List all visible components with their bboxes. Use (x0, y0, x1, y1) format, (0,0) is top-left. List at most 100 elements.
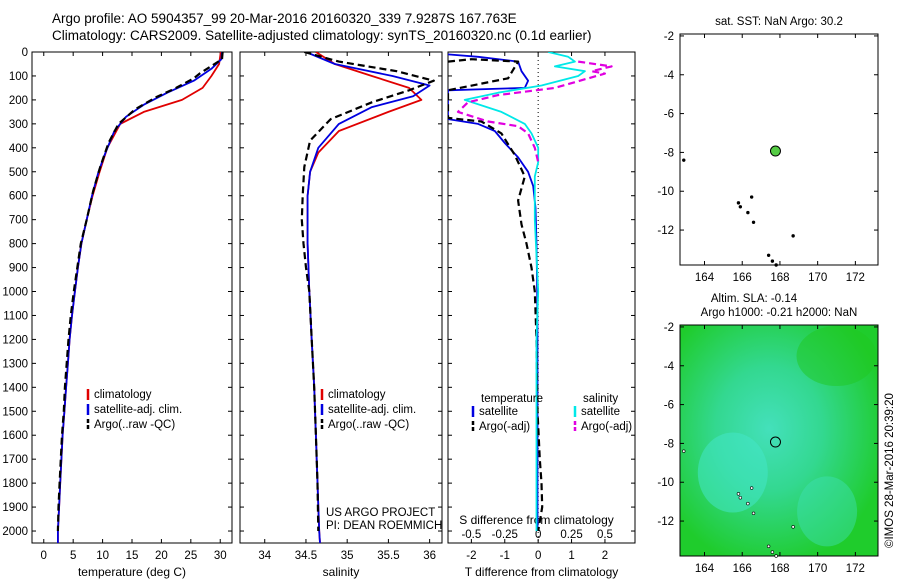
y-tick-label: 800 (9, 239, 28, 251)
map-y-tick-label: -12 (657, 516, 674, 528)
x-tick-label: 36 (423, 550, 436, 562)
project-annotation: US ARGO PROJECT (326, 507, 435, 519)
sst-map-panel: 164 166 168 170 172 -2 -4 -6 -8 -10 -12 sat. SST: N… (657, 16, 879, 284)
x-tick-label: 0 (41, 550, 47, 562)
map-y-tick-label: -10 (657, 186, 674, 198)
profile-panel-1: 0 5 10 15 20 25 300100200300400500600700800900… (2, 47, 233, 579)
map-y-tick-label: -6 (664, 400, 674, 412)
island-speck (749, 195, 754, 199)
map-y-tick-label: -2 (664, 322, 674, 334)
island-speck (766, 253, 771, 257)
x-tick-label: 34.5 (295, 550, 317, 562)
y-tick-label: 1400 (2, 382, 28, 394)
map-title-line: Argo h1000: -0.21 h2000: NaN (701, 307, 858, 319)
argo-position-marker (769, 436, 781, 448)
map-title: sat. SST: NaN Argo: 30.2 (715, 16, 843, 28)
legend-entry: Argo(..raw -QC) (328, 419, 409, 431)
legend-entry: Argo(-adj) (479, 421, 530, 433)
profile-panel-3: -2 -1 0 1 2 T difference from climatology -0.5… (447, 51, 636, 579)
map-y-tick-label: -10 (657, 477, 674, 489)
x-tick-label: 20 (155, 550, 168, 562)
x-tick-label: -2 (466, 550, 476, 562)
y-tick-label: 1800 (2, 478, 28, 490)
map-x-tick-label: 164 (695, 563, 715, 575)
legend-entry: satellite (479, 406, 518, 418)
y-tick-label: 400 (9, 143, 28, 155)
x-tick-label: 10 (96, 550, 109, 562)
island-speck (774, 263, 778, 267)
series-line-argoadj (448, 58, 544, 532)
series-line-argoadj (456, 60, 613, 163)
series-line-climatology (306, 52, 423, 543)
series-group (300, 52, 435, 543)
x-tick-label: 30 (214, 550, 227, 562)
series-line-satellite (463, 52, 586, 531)
y-tick-label: 0 (22, 47, 28, 59)
profile-panel-2: 34 34.5 35 35.5 36 salinity climatology satelli… (239, 51, 443, 579)
map-frame (679, 33, 879, 266)
x-tick-label: 5 (70, 550, 76, 562)
series-group (56, 52, 224, 543)
y-tick-label: 200 (9, 95, 28, 107)
legend: climatology satellite-adj. clim. Argo(..ra… (320, 389, 416, 431)
island-speck (738, 496, 743, 500)
island-speck (770, 550, 775, 554)
s-tick-label: 0.25 (560, 529, 582, 541)
x-tick-label: 25 (184, 550, 197, 562)
island-speck (791, 525, 795, 529)
y-tick-label: 900 (9, 263, 28, 275)
map-y-tick-label: -8 (664, 147, 674, 159)
series-line-satellite (448, 53, 539, 531)
x-axis-label: salinity (323, 565, 360, 579)
island-speck (682, 449, 686, 453)
series-line-satelliteadjclim (305, 52, 431, 543)
y-tick-label: 1100 (3, 310, 28, 322)
island-speck (736, 492, 741, 496)
series-line-argorawqc (56, 52, 224, 532)
map-x-tick-label: 164 (695, 272, 715, 284)
island-speck (746, 210, 750, 215)
project-annotation: PI: DEAN ROEMMICH (326, 520, 442, 532)
legend-entry: satellite (581, 406, 620, 418)
legend-entry: climatology (328, 389, 386, 401)
x-tick-label: 1 (568, 550, 574, 562)
s-tick-label: -0.5 (461, 529, 481, 541)
y-tick-label: 1600 (2, 430, 28, 442)
x-axis-label: T difference from climatology (465, 565, 619, 579)
series-line-argorawqc (300, 52, 435, 532)
x-tick-label: 2 (602, 550, 608, 562)
map-y-tick-label: -12 (657, 225, 674, 237)
x-tick-label: 15 (126, 550, 139, 562)
map-y-tick-label: -8 (664, 438, 674, 450)
island-speck (770, 259, 775, 263)
y-tick-label: 2000 (2, 526, 28, 538)
y-tick-label: 1200 (2, 334, 28, 346)
sla-patch (697, 432, 768, 513)
map-x-tick-label: 170 (808, 563, 827, 575)
s-tick-label: -0.25 (492, 529, 518, 541)
legend-header-salinity: salinity (583, 393, 618, 405)
legend: climatology satellite-adj. clim. Argo(..ra… (86, 389, 182, 431)
x-axis-label: temperature (deg C) (78, 565, 186, 579)
island-speck (774, 554, 778, 558)
plot-frame (31, 51, 233, 544)
legend-entry: satellite-adj. clim. (328, 404, 416, 416)
island-speck (736, 201, 741, 205)
island-speck (746, 501, 750, 506)
title-line-1: Argo profile: AO 5904357_99 20-Mar-2016 … (52, 11, 517, 26)
title-line-2: Climatology: CARS2009. Satellite-adjuste… (52, 28, 592, 43)
series-group (448, 52, 613, 532)
map-x-tick-label: 168 (770, 272, 789, 284)
y-tick-label: 1700 (2, 454, 28, 466)
x-tick-label: 35.5 (377, 550, 399, 562)
island-speck (682, 158, 686, 162)
y-tick-label: 600 (9, 191, 28, 203)
argo-position-marker (769, 145, 781, 157)
y-tick-label: 500 (9, 167, 28, 179)
x-tick-label: 34 (258, 550, 271, 562)
island-speck (751, 511, 756, 515)
island-speck (791, 234, 795, 238)
map-y-tick-label: -4 (664, 70, 675, 82)
map-x-tick-label: 166 (733, 272, 752, 284)
